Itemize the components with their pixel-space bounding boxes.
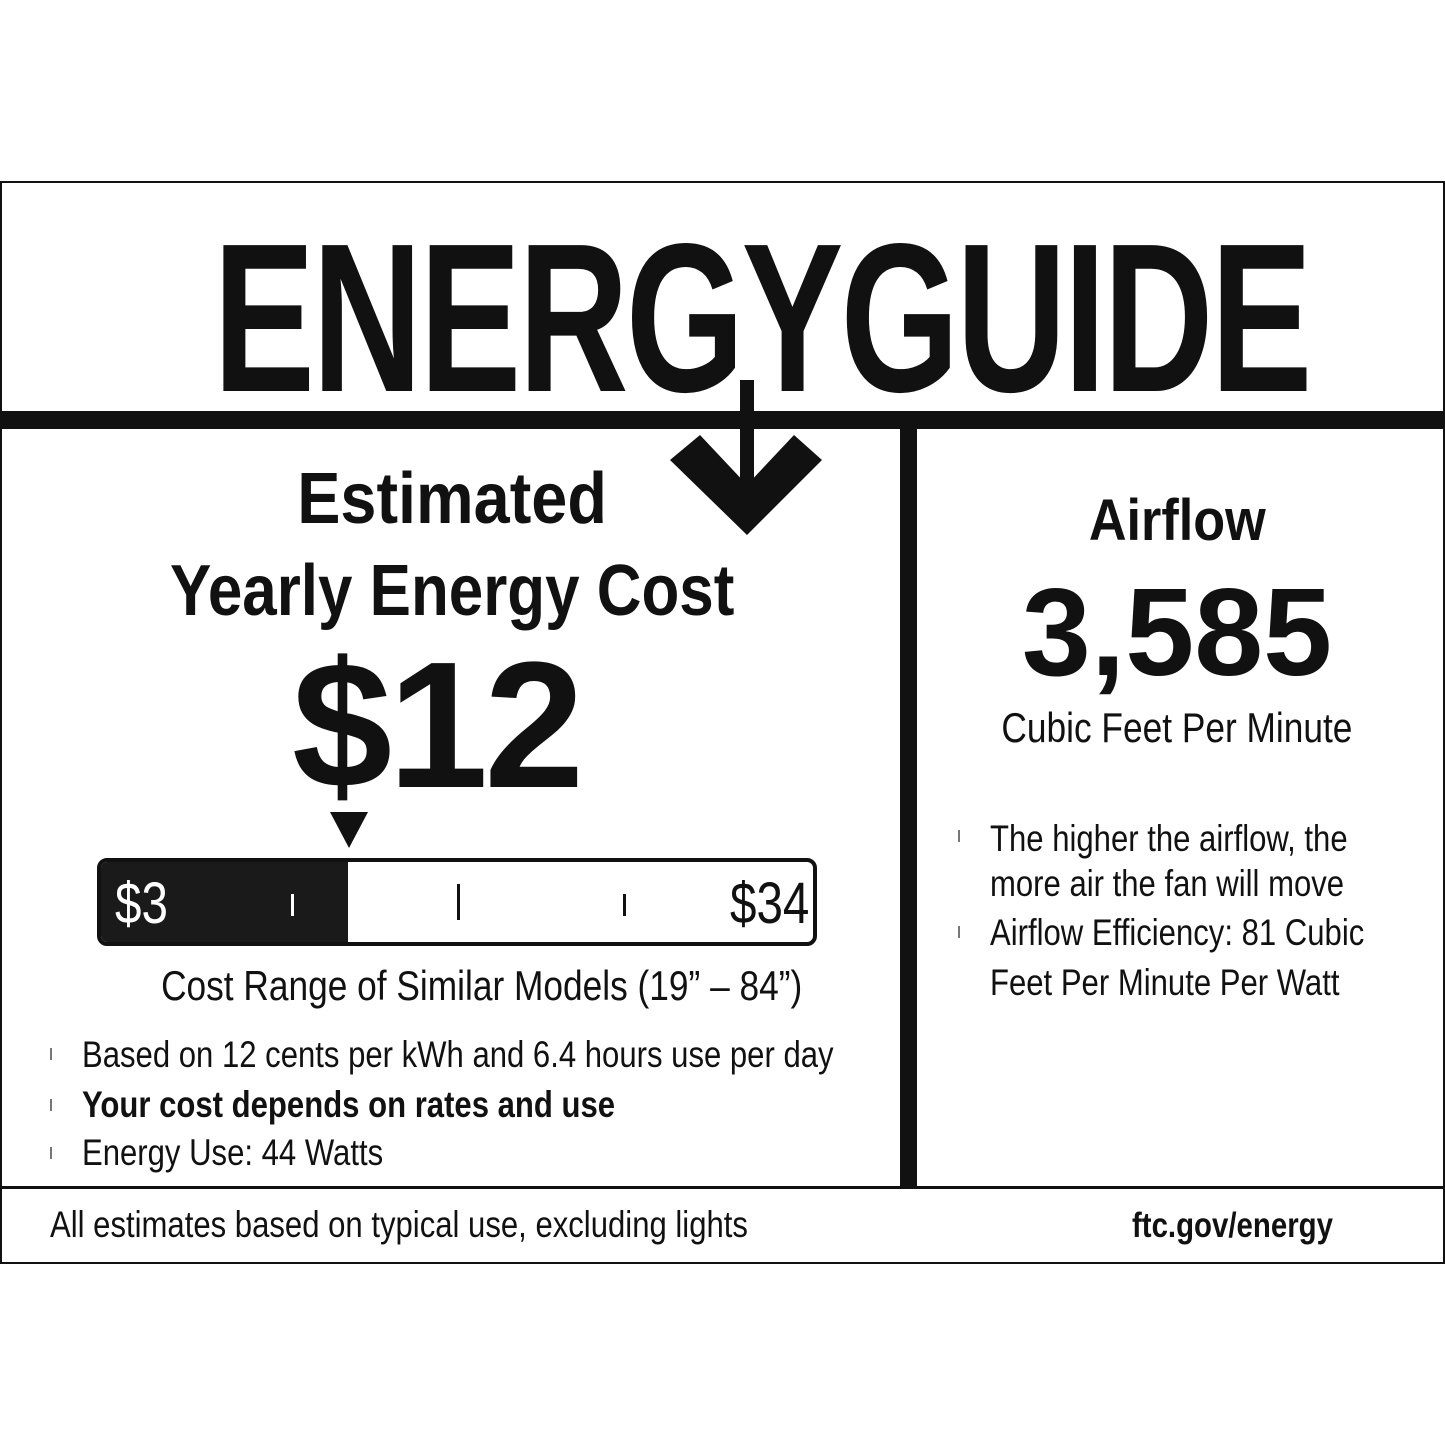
range-max: $34 — [730, 871, 810, 936]
cost-bullet: Your cost depends on rates and use — [82, 1084, 616, 1125]
cost-bullet: Based on 12 cents per kWh and 6.4 hours … — [82, 1034, 834, 1075]
scale-tick — [457, 884, 460, 920]
footer-divider — [0, 1186, 1445, 1189]
airflow-bullet: Airflow Efficiency: 81 Cubic — [990, 912, 1365, 953]
airflow-bullet-cont: more air the fan will move — [990, 863, 1345, 904]
range-min: $3 — [115, 871, 168, 936]
cost-bullet: Energy Use: 44 Watts — [82, 1132, 384, 1173]
cost-range-fill — [101, 862, 348, 942]
airflow-unit: Cubic Feet Per Minute — [1001, 704, 1353, 751]
scale-tick — [623, 894, 626, 916]
energyguide-logo: ENERGYGUIDE — [213, 199, 1312, 436]
energyguide-label — [0, 181, 1445, 1264]
cost-range-caption: Cost Range of Similar Models (19” – 84”) — [161, 962, 803, 1009]
column-divider — [900, 411, 917, 1188]
footer-note: All estimates based on typical use, excl… — [50, 1204, 748, 1245]
arrow-down-icon — [670, 380, 822, 535]
airflow-bullet: The higher the airflow, the — [990, 818, 1348, 859]
cost-heading-line2: Yearly Energy Cost — [170, 551, 735, 631]
airflow-bullet-cont: Feet Per Minute Per Watt — [990, 962, 1340, 1003]
airflow-value: 3,585 — [1021, 564, 1333, 702]
airflow-heading: Airflow — [1088, 488, 1266, 553]
cost-marker-icon — [330, 812, 368, 848]
title-divider — [0, 411, 1445, 429]
ftc-link[interactable]: ftc.gov/energy — [1132, 1206, 1333, 1245]
cost-range-scale: $3 $34 — [97, 858, 817, 946]
cost-heading-line1: Estimated — [297, 459, 608, 539]
scale-tick — [291, 894, 294, 916]
yearly-cost-value: $12 — [292, 625, 584, 826]
